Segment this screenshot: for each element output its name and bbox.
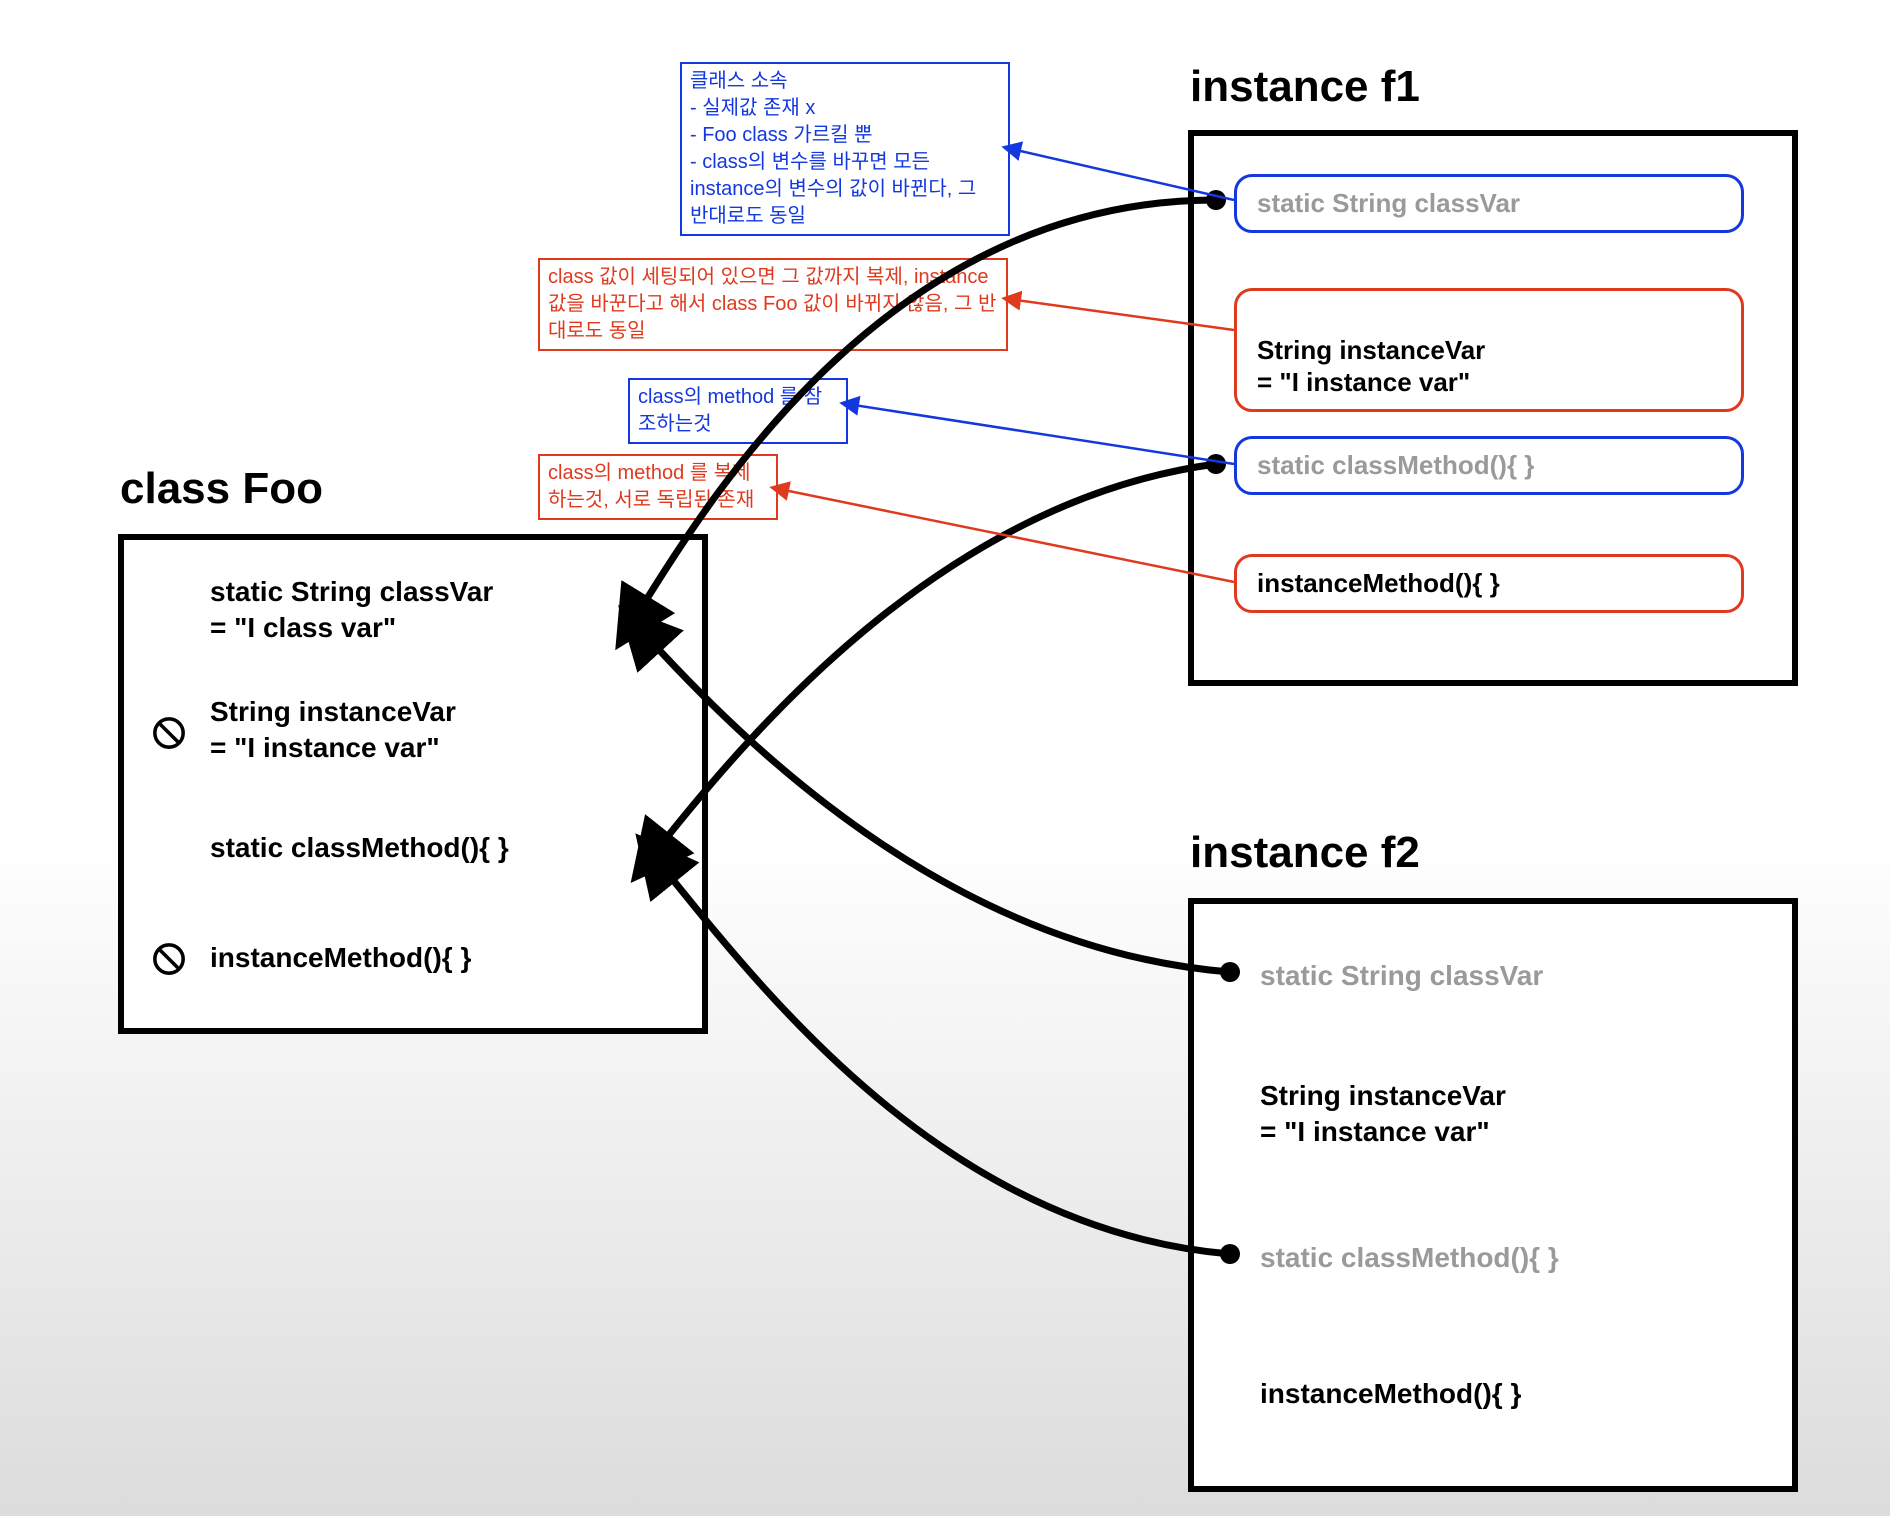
curve-f1-classmethod: [660, 464, 1216, 846]
note-class-belong: 클래스 소속 - 실제값 존재 x - Foo class 가르킬 뿐 - cl…: [680, 62, 1010, 236]
f2-instancemethod: instanceMethod(){ }: [1260, 1376, 1521, 1412]
f1-classvar-pill: static String classVar: [1234, 174, 1744, 233]
curve-f2-classmethod: [665, 870, 1230, 1254]
prohibit-icon-2: [152, 942, 186, 976]
diagram-canvas: class Foo static String classVar = "I cl…: [0, 0, 1890, 1516]
arrow-note-methodref: [854, 405, 1234, 464]
note-method-ref: class의 method 를 참조하는것: [628, 378, 848, 444]
arrow-note-methodcopy: [784, 490, 1234, 582]
instance-f2-title: instance f2: [1190, 828, 1420, 878]
f1-classmethod-text: static classMethod(){ }: [1257, 450, 1534, 480]
f1-classvar-text: static String classVar: [1257, 188, 1520, 218]
f2-classvar: static String classVar: [1260, 958, 1543, 994]
foo-classmethod: static classMethod(){ }: [210, 830, 509, 866]
f1-instancemethod-text: instanceMethod(){ }: [1257, 568, 1500, 598]
note-instance-copy: class 값이 세팅되어 있으면 그 값까지 복제, instance 값을 …: [538, 258, 1008, 351]
class-foo-title: class Foo: [120, 464, 323, 514]
f1-instancevar-pill: String instanceVar = "I instance var": [1234, 288, 1744, 412]
f1-classmethod-pill: static classMethod(){ }: [1234, 436, 1744, 495]
f2-classmethod: static classMethod(){ }: [1260, 1240, 1559, 1276]
f1-instancemethod-pill: instanceMethod(){ }: [1234, 554, 1744, 613]
curve-f2-classvar: [650, 640, 1230, 972]
note-method-copy: class의 method 를 복제하는것, 서로 독립된 존재: [538, 454, 778, 520]
foo-instancemethod: instanceMethod(){ }: [210, 940, 471, 976]
foo-instancevar: String instanceVar = "I instance var": [210, 694, 456, 767]
prohibit-icon-1: [152, 716, 186, 750]
instance-f1-title: instance f1: [1190, 62, 1420, 112]
foo-classvar: static String classVar = "I class var": [210, 574, 493, 647]
f2-instancevar: String instanceVar = "I instance var": [1260, 1078, 1506, 1151]
f1-instancevar-text: String instanceVar = "I instance var": [1257, 335, 1485, 398]
